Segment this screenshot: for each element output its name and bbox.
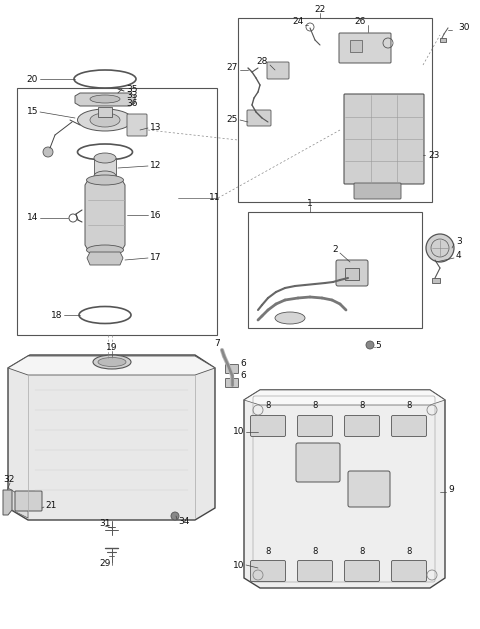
FancyBboxPatch shape bbox=[296, 443, 340, 482]
Ellipse shape bbox=[98, 357, 126, 367]
Text: 8: 8 bbox=[360, 547, 365, 557]
Text: 26: 26 bbox=[354, 18, 366, 26]
Text: 14: 14 bbox=[26, 213, 38, 223]
Bar bbox=[440, 38, 446, 42]
FancyBboxPatch shape bbox=[127, 114, 147, 136]
FancyBboxPatch shape bbox=[344, 94, 424, 184]
Text: 12: 12 bbox=[150, 162, 161, 170]
Text: 10: 10 bbox=[232, 560, 244, 569]
Ellipse shape bbox=[90, 95, 120, 103]
Polygon shape bbox=[75, 93, 135, 106]
Ellipse shape bbox=[94, 171, 116, 181]
Circle shape bbox=[366, 341, 374, 349]
FancyBboxPatch shape bbox=[298, 560, 333, 581]
Text: 27: 27 bbox=[227, 64, 238, 72]
FancyBboxPatch shape bbox=[348, 471, 390, 507]
Text: 7: 7 bbox=[214, 340, 220, 348]
Bar bbox=[94, 158, 116, 176]
Text: 2: 2 bbox=[332, 245, 337, 255]
Text: 16: 16 bbox=[150, 211, 161, 220]
Text: 8: 8 bbox=[360, 401, 365, 411]
Text: 8: 8 bbox=[265, 547, 271, 557]
Text: 3: 3 bbox=[456, 238, 462, 247]
Text: 17: 17 bbox=[150, 253, 161, 262]
FancyBboxPatch shape bbox=[226, 379, 239, 387]
Text: 8: 8 bbox=[312, 401, 318, 411]
Polygon shape bbox=[3, 490, 12, 515]
Text: 36: 36 bbox=[126, 99, 137, 108]
Text: 8: 8 bbox=[265, 401, 271, 411]
Text: 9: 9 bbox=[448, 486, 454, 494]
Text: 23: 23 bbox=[428, 150, 439, 160]
Circle shape bbox=[171, 512, 179, 520]
Ellipse shape bbox=[275, 312, 305, 324]
Text: 15: 15 bbox=[26, 108, 38, 116]
Polygon shape bbox=[8, 355, 215, 520]
Bar bbox=[345, 268, 359, 280]
Circle shape bbox=[43, 147, 53, 157]
Text: 24: 24 bbox=[292, 18, 304, 26]
Polygon shape bbox=[87, 252, 123, 265]
FancyBboxPatch shape bbox=[298, 416, 333, 437]
Text: 29: 29 bbox=[99, 560, 111, 569]
FancyBboxPatch shape bbox=[336, 260, 368, 286]
Bar bbox=[238, 18, 432, 202]
Text: 32: 32 bbox=[3, 476, 14, 484]
Ellipse shape bbox=[86, 245, 123, 255]
Text: 31: 31 bbox=[99, 518, 111, 528]
Text: 8: 8 bbox=[406, 401, 412, 411]
Polygon shape bbox=[85, 180, 125, 250]
Text: 6: 6 bbox=[240, 372, 246, 381]
Polygon shape bbox=[8, 356, 215, 375]
Circle shape bbox=[426, 234, 454, 262]
Bar bbox=[98, 107, 112, 117]
FancyBboxPatch shape bbox=[247, 110, 271, 126]
Text: 4: 4 bbox=[456, 252, 462, 260]
FancyBboxPatch shape bbox=[15, 491, 42, 511]
FancyBboxPatch shape bbox=[251, 416, 286, 437]
Ellipse shape bbox=[90, 113, 120, 127]
FancyBboxPatch shape bbox=[267, 62, 289, 79]
FancyBboxPatch shape bbox=[339, 33, 391, 63]
Text: 28: 28 bbox=[256, 57, 268, 67]
Polygon shape bbox=[244, 390, 445, 588]
Text: 5: 5 bbox=[375, 340, 381, 350]
Text: 20: 20 bbox=[26, 74, 38, 84]
Bar bbox=[432, 278, 440, 283]
Text: 19: 19 bbox=[106, 343, 118, 352]
FancyBboxPatch shape bbox=[392, 416, 427, 437]
Text: 25: 25 bbox=[227, 116, 238, 125]
Bar bbox=[248, 212, 422, 328]
Text: 10: 10 bbox=[232, 428, 244, 437]
Text: 21: 21 bbox=[45, 501, 56, 509]
Text: 35: 35 bbox=[126, 84, 137, 94]
Text: 13: 13 bbox=[150, 123, 161, 133]
FancyBboxPatch shape bbox=[392, 560, 427, 581]
FancyBboxPatch shape bbox=[226, 364, 239, 374]
Polygon shape bbox=[8, 488, 28, 518]
FancyBboxPatch shape bbox=[251, 560, 286, 581]
Text: 1: 1 bbox=[307, 199, 313, 208]
Polygon shape bbox=[244, 390, 445, 405]
Text: 34: 34 bbox=[178, 516, 190, 525]
Bar bbox=[17, 88, 217, 335]
Text: 33: 33 bbox=[126, 91, 137, 101]
Text: 11: 11 bbox=[208, 194, 220, 203]
Ellipse shape bbox=[86, 175, 123, 185]
Text: 6: 6 bbox=[240, 359, 246, 367]
Text: 18: 18 bbox=[50, 311, 62, 320]
FancyBboxPatch shape bbox=[345, 560, 380, 581]
Ellipse shape bbox=[93, 355, 131, 369]
Text: 8: 8 bbox=[312, 547, 318, 557]
Ellipse shape bbox=[77, 109, 132, 131]
FancyBboxPatch shape bbox=[345, 416, 380, 437]
Text: 8: 8 bbox=[406, 547, 412, 557]
Text: 22: 22 bbox=[314, 6, 325, 14]
Bar bbox=[350, 40, 362, 52]
FancyBboxPatch shape bbox=[354, 183, 401, 199]
Ellipse shape bbox=[94, 153, 116, 163]
Text: 30: 30 bbox=[458, 23, 469, 33]
